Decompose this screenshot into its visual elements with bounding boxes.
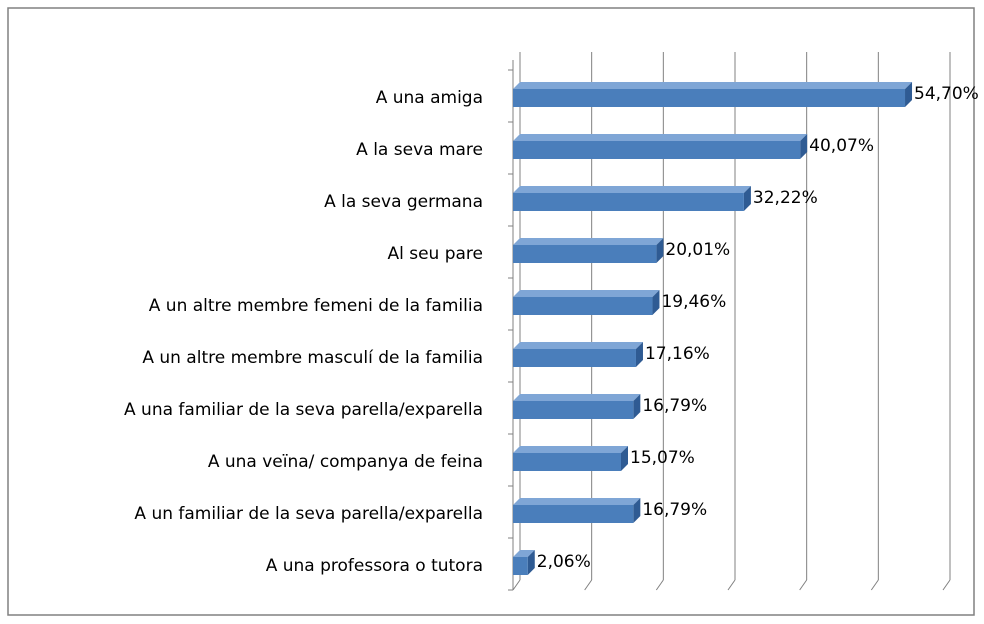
value-label: 15,07%	[630, 448, 695, 468]
grid-floor-line	[655, 579, 664, 591]
bar	[513, 349, 636, 367]
bar-side	[800, 134, 808, 159]
bar-top	[513, 290, 660, 297]
bar-side	[621, 446, 629, 471]
value-label: 17,16%	[645, 344, 710, 364]
bar-top	[513, 238, 664, 245]
bar-side	[652, 290, 660, 315]
bar	[513, 245, 657, 263]
category-label: Al seu pare	[387, 244, 483, 264]
bar	[513, 193, 744, 211]
grid-floor-line	[799, 579, 808, 591]
bar	[513, 89, 906, 107]
value-label: 20,01%	[665, 240, 730, 260]
bar-top	[513, 82, 913, 89]
bar	[513, 297, 653, 315]
value-label: 19,46%	[661, 292, 726, 312]
bar-top	[513, 550, 535, 557]
bar-top	[513, 394, 641, 401]
grid-floor-line	[942, 579, 951, 591]
bar-side	[633, 498, 641, 523]
bar-top	[513, 342, 643, 349]
bar-side	[656, 238, 664, 263]
category-label: A una amiga	[376, 88, 483, 108]
grid-floor-line	[727, 579, 736, 591]
category-label: A la seva germana	[324, 192, 483, 212]
category-label: A una professora o tutora	[266, 556, 483, 576]
bar	[513, 557, 528, 575]
value-label: 40,07%	[809, 136, 874, 156]
bar-side	[527, 550, 535, 575]
bar-side	[633, 394, 641, 419]
bar-top	[513, 446, 629, 453]
category-label: A la seva mare	[356, 140, 483, 160]
grid-floor-line	[512, 579, 521, 591]
value-label: 2,06%	[537, 552, 591, 572]
grid-floor-line	[584, 579, 593, 591]
value-label: 32,22%	[753, 188, 818, 208]
category-label: A un altre membre masculí de la familia	[142, 348, 483, 368]
bar	[513, 141, 801, 159]
value-label: 54,70%	[914, 84, 979, 104]
category-label: A una familiar de la seva parella/expare…	[124, 400, 483, 420]
category-label: A un altre membre femeni de la familia	[149, 296, 483, 316]
category-label: A un familiar de la seva parella/exparel…	[134, 504, 483, 524]
bar-side	[635, 342, 643, 367]
bar-top	[513, 134, 808, 141]
bar-top	[513, 186, 751, 193]
bar-side	[905, 82, 913, 107]
value-label: 16,79%	[642, 500, 707, 520]
value-label: 16,79%	[642, 396, 707, 416]
bar-top	[513, 498, 641, 505]
chart-border	[7, 7, 975, 616]
category-label: A una veïna/ companya de feina	[208, 452, 483, 472]
bar	[513, 505, 634, 523]
bar	[513, 453, 622, 471]
bar-side	[743, 186, 751, 211]
grid-floor-line	[870, 579, 879, 591]
bar	[513, 401, 634, 419]
